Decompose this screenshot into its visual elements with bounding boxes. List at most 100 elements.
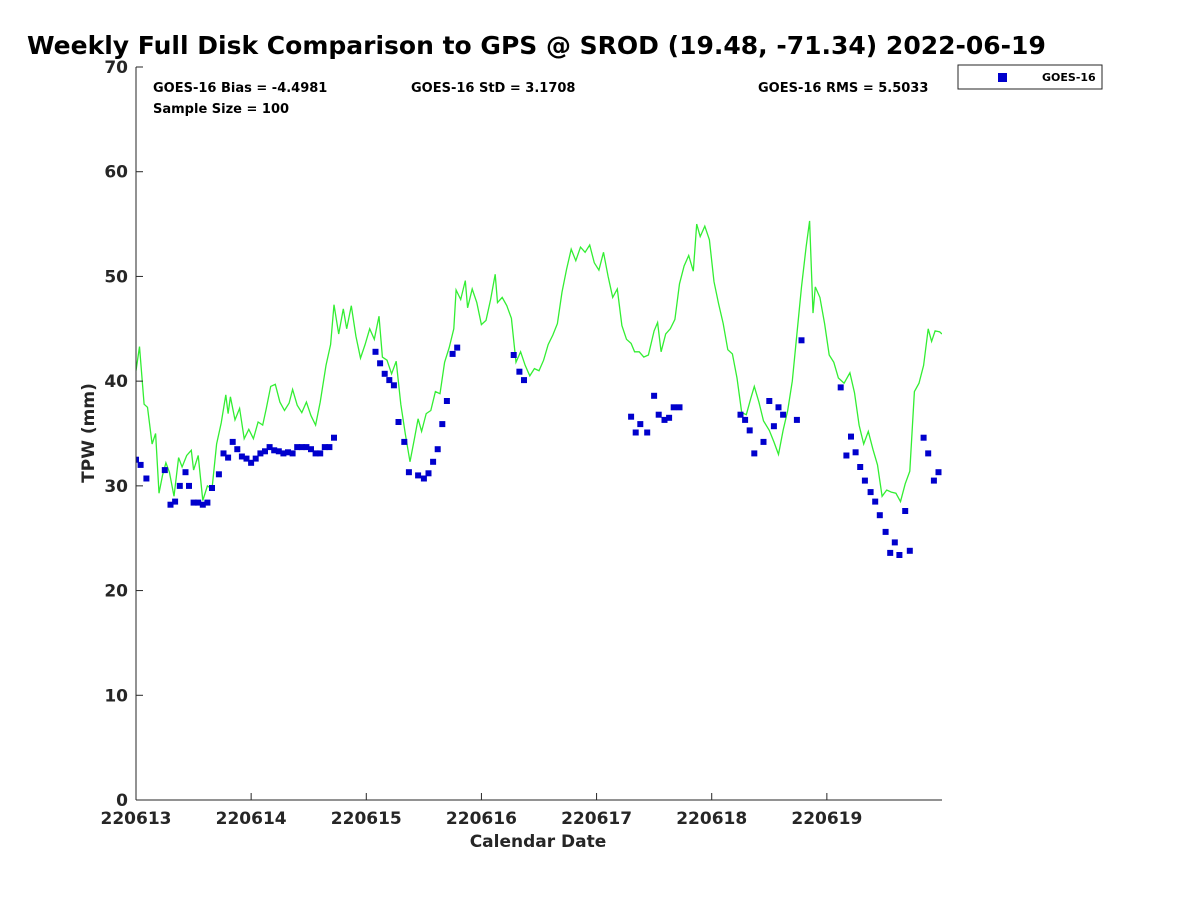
stat-rms: GOES-16 RMS = 5.5033 xyxy=(758,81,928,96)
goes16-point xyxy=(872,498,879,505)
goes16-point xyxy=(204,499,211,506)
y-tick-label: 10 xyxy=(104,686,128,706)
x-tick-label: 220615 xyxy=(331,809,402,829)
goes16-point xyxy=(271,447,278,454)
goes16-point xyxy=(275,448,282,455)
goes16-point xyxy=(766,398,773,404)
x-tick-label: 220613 xyxy=(101,809,172,829)
y-axis-label: TPW (mm) xyxy=(79,383,99,483)
goes16-point xyxy=(390,382,397,389)
y-tick-label: 40 xyxy=(104,372,128,392)
goes16-point xyxy=(238,453,245,460)
goes16-point xyxy=(775,404,782,411)
stat-std: GOES-16 StD = 3.1708 xyxy=(411,81,575,96)
goes16-point xyxy=(434,446,441,453)
goes16-point xyxy=(848,433,854,440)
goes16-point xyxy=(516,368,523,375)
y-tick-label: 20 xyxy=(104,582,128,602)
goes16-point xyxy=(925,450,932,457)
x-tick-label: 220614 xyxy=(216,809,287,829)
goes16-point xyxy=(176,482,183,489)
goes16-point xyxy=(331,434,337,441)
goes16-point xyxy=(225,454,232,461)
x-axis-label: Calendar Date xyxy=(470,832,607,852)
goes16-point xyxy=(637,421,644,428)
x-tick-label: 220618 xyxy=(676,809,747,829)
goes16-point xyxy=(751,450,758,457)
goes16-point xyxy=(676,404,683,411)
goes16-point xyxy=(248,459,255,466)
goes16-point xyxy=(285,449,291,456)
goes16-point xyxy=(632,429,639,436)
goes16-point xyxy=(661,416,668,423)
goes16-point xyxy=(521,377,527,384)
goes16-point xyxy=(906,547,913,554)
goes16-point xyxy=(229,438,236,445)
goes16-point xyxy=(395,419,402,425)
legend: GOES-16 xyxy=(957,64,1103,90)
goes16-point xyxy=(930,477,937,484)
goes16-point xyxy=(439,421,446,428)
goes16-point xyxy=(172,498,179,505)
goes16-point xyxy=(510,352,517,358)
goes16-point xyxy=(837,384,844,391)
legend-label-goes16: GOES-16 xyxy=(1042,71,1096,84)
goes16-point xyxy=(262,448,268,455)
goes16-point xyxy=(317,450,324,457)
goes16-point xyxy=(326,444,333,451)
goes16-point xyxy=(257,450,264,457)
goes16-point xyxy=(742,416,749,423)
goes16-point xyxy=(321,444,328,451)
goes16-point xyxy=(143,475,150,482)
x-tick-label: 220616 xyxy=(446,809,517,829)
goes16-point xyxy=(186,482,192,489)
goes16-point xyxy=(449,350,456,357)
goes16-point xyxy=(381,370,388,377)
goes16-point xyxy=(190,499,197,506)
goes16-point xyxy=(425,470,432,477)
goes16-point xyxy=(308,446,314,453)
goes16-point xyxy=(312,450,319,457)
goes16-point xyxy=(430,458,437,465)
goes16-point xyxy=(935,469,942,476)
goes16-point xyxy=(161,467,168,474)
goes16-point xyxy=(443,398,450,404)
goes16-point xyxy=(770,423,777,430)
goes16-point xyxy=(760,438,767,445)
goes16-point xyxy=(137,461,144,468)
stat-bias: GOES-16 Bias = -4.4981 xyxy=(153,81,327,96)
goes16-point xyxy=(891,539,898,546)
goes16-point xyxy=(882,528,889,535)
goes16-point xyxy=(780,411,787,418)
goes16-point xyxy=(280,450,287,457)
goes16-point xyxy=(628,413,635,420)
y-tick-label: 70 xyxy=(104,58,128,78)
x-tick-label: 220617 xyxy=(561,809,632,829)
y-tick-label: 60 xyxy=(104,163,128,183)
gps-line xyxy=(136,220,942,504)
legend-box xyxy=(957,64,1103,90)
goes16-point xyxy=(289,450,296,457)
goes16-point xyxy=(867,489,874,496)
x-tick-label: 220619 xyxy=(791,809,862,829)
chart-title: Weekly Full Disk Comparison to GPS @ SRO… xyxy=(27,31,1046,60)
goes16-point xyxy=(857,464,864,470)
goes16-point xyxy=(136,456,139,463)
goes16-point xyxy=(401,438,408,445)
goes16-point xyxy=(377,360,384,367)
goes16-point xyxy=(454,344,461,351)
goes16-point xyxy=(303,444,310,451)
goes16-point xyxy=(666,414,673,421)
goes16-point xyxy=(234,446,241,453)
goes16-point xyxy=(902,508,909,514)
axes: 0 10 20 30 40 50 60 70 220613 220614 220615 220616… xyxy=(101,58,942,829)
goes16-point xyxy=(182,469,189,476)
y-tick-label: 30 xyxy=(104,477,128,497)
goes16-point xyxy=(852,449,859,456)
goes16-point xyxy=(861,477,868,484)
goes16-point xyxy=(876,512,883,519)
goes16-point xyxy=(215,471,222,478)
goes16-point xyxy=(195,499,202,506)
goes16-point xyxy=(294,444,301,451)
